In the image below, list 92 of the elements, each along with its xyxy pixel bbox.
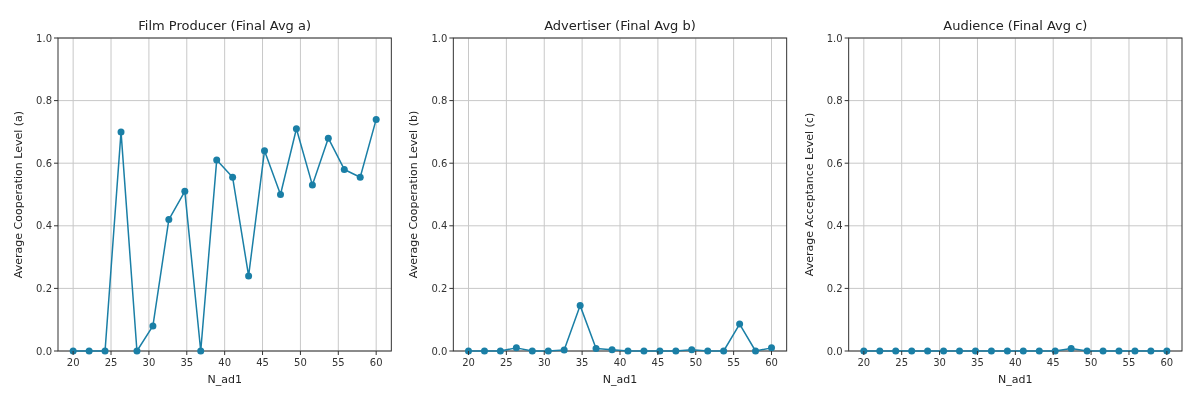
point [576,302,584,310]
point [197,347,205,355]
y-tick-label: 0.2 [36,282,52,294]
point [704,347,712,355]
x-tick-label: 35 [180,357,194,368]
y-tick-label: 0.2 [431,282,448,294]
x-tick-label: 35 [575,357,589,368]
point [464,347,472,355]
point [372,115,380,123]
point [688,346,696,354]
y-tick-label: 0.8 [826,95,843,107]
y-tick-label: 0.6 [826,157,843,169]
x-tick-label: 45 [1046,357,1060,368]
x-tick-label: 20 [66,357,80,368]
point [512,344,520,352]
x-tick-label: 40 [1008,357,1022,368]
point [608,346,616,354]
x-tick-label: 20 [857,357,871,368]
point [640,347,648,355]
y-tick-label: 0.2 [826,282,843,294]
point [528,347,536,355]
point [117,128,125,136]
y-tick-label: 0.8 [431,95,448,107]
x-tick-label: 30 [142,357,156,368]
point [165,216,173,224]
point [356,173,364,181]
point [592,345,600,352]
point [181,187,189,195]
y-tick-label: 0.4 [36,220,52,232]
x-tick-label: 60 [1160,357,1174,368]
point [261,147,269,155]
y-tick-label: 1.0 [431,32,448,44]
x-axis-title: N_ad1 [602,373,638,386]
point [101,347,109,355]
point [292,125,300,133]
y-axis-title: Average Cooperation Level (b) [407,110,421,279]
point [324,134,332,142]
point [496,347,504,355]
x-tick-label: 55 [1122,357,1136,368]
chart-title: Film Producer (Final Avg a) [138,18,312,33]
y-tick-label: 1.0 [826,32,843,44]
x-tick-label: 25 [104,357,118,368]
point [544,347,552,355]
point [85,347,93,355]
x-tick-label: 40 [218,357,232,368]
y-tick-label: 0.0 [431,345,448,357]
y-tick-label: 0.4 [431,220,448,232]
y-axis-title: Average Acceptance Level (c) [802,112,816,277]
x-tick-label: 45 [651,357,665,368]
point [736,320,744,328]
x-axis-title: N_ad1 [998,373,1033,386]
x-tick-label: 50 [294,357,307,368]
point [340,165,348,173]
y-tick-label: 1.0 [36,32,52,44]
x-tick-label: 40 [613,357,627,368]
x-axis-title: N_ad1 [207,373,242,386]
chart-title: Advertiser (Final Avg b) [544,18,696,33]
point [229,173,237,181]
x-tick-label: 25 [500,357,513,368]
point [480,347,488,355]
chart-title: Audience (Final Avg c) [943,18,1088,33]
x-tick-label: 50 [689,357,703,368]
point [672,347,680,355]
x-tick-label: 35 [971,357,984,368]
point [768,344,776,352]
x-tick-label: 50 [1084,357,1098,368]
point [149,322,157,330]
point [560,346,568,354]
y-tick-label: 0.8 [36,95,52,107]
x-tick-label: 30 [537,357,551,368]
y-tick-label: 0.0 [826,345,843,357]
point [245,272,253,280]
point [133,347,141,355]
x-tick-label: 45 [256,357,269,368]
point [277,191,284,198]
point [213,156,221,164]
y-tick-label: 0.6 [36,157,52,169]
y-tick-label: 0.0 [36,345,52,357]
point [752,347,760,355]
point [624,347,632,355]
point [308,181,316,189]
x-tick-label: 60 [369,357,383,368]
point [720,347,728,355]
y-axis-title: Average Cooperation Level (a) [12,110,25,279]
y-tick-label: 0.4 [826,220,843,232]
x-tick-label: 55 [331,357,345,368]
x-tick-label: 55 [727,357,740,368]
x-tick-label: 20 [462,357,475,368]
x-tick-label: 25 [895,357,909,368]
x-tick-label: 30 [933,357,946,368]
x-tick-label: 60 [765,357,778,368]
y-tick-label: 0.6 [431,157,448,169]
